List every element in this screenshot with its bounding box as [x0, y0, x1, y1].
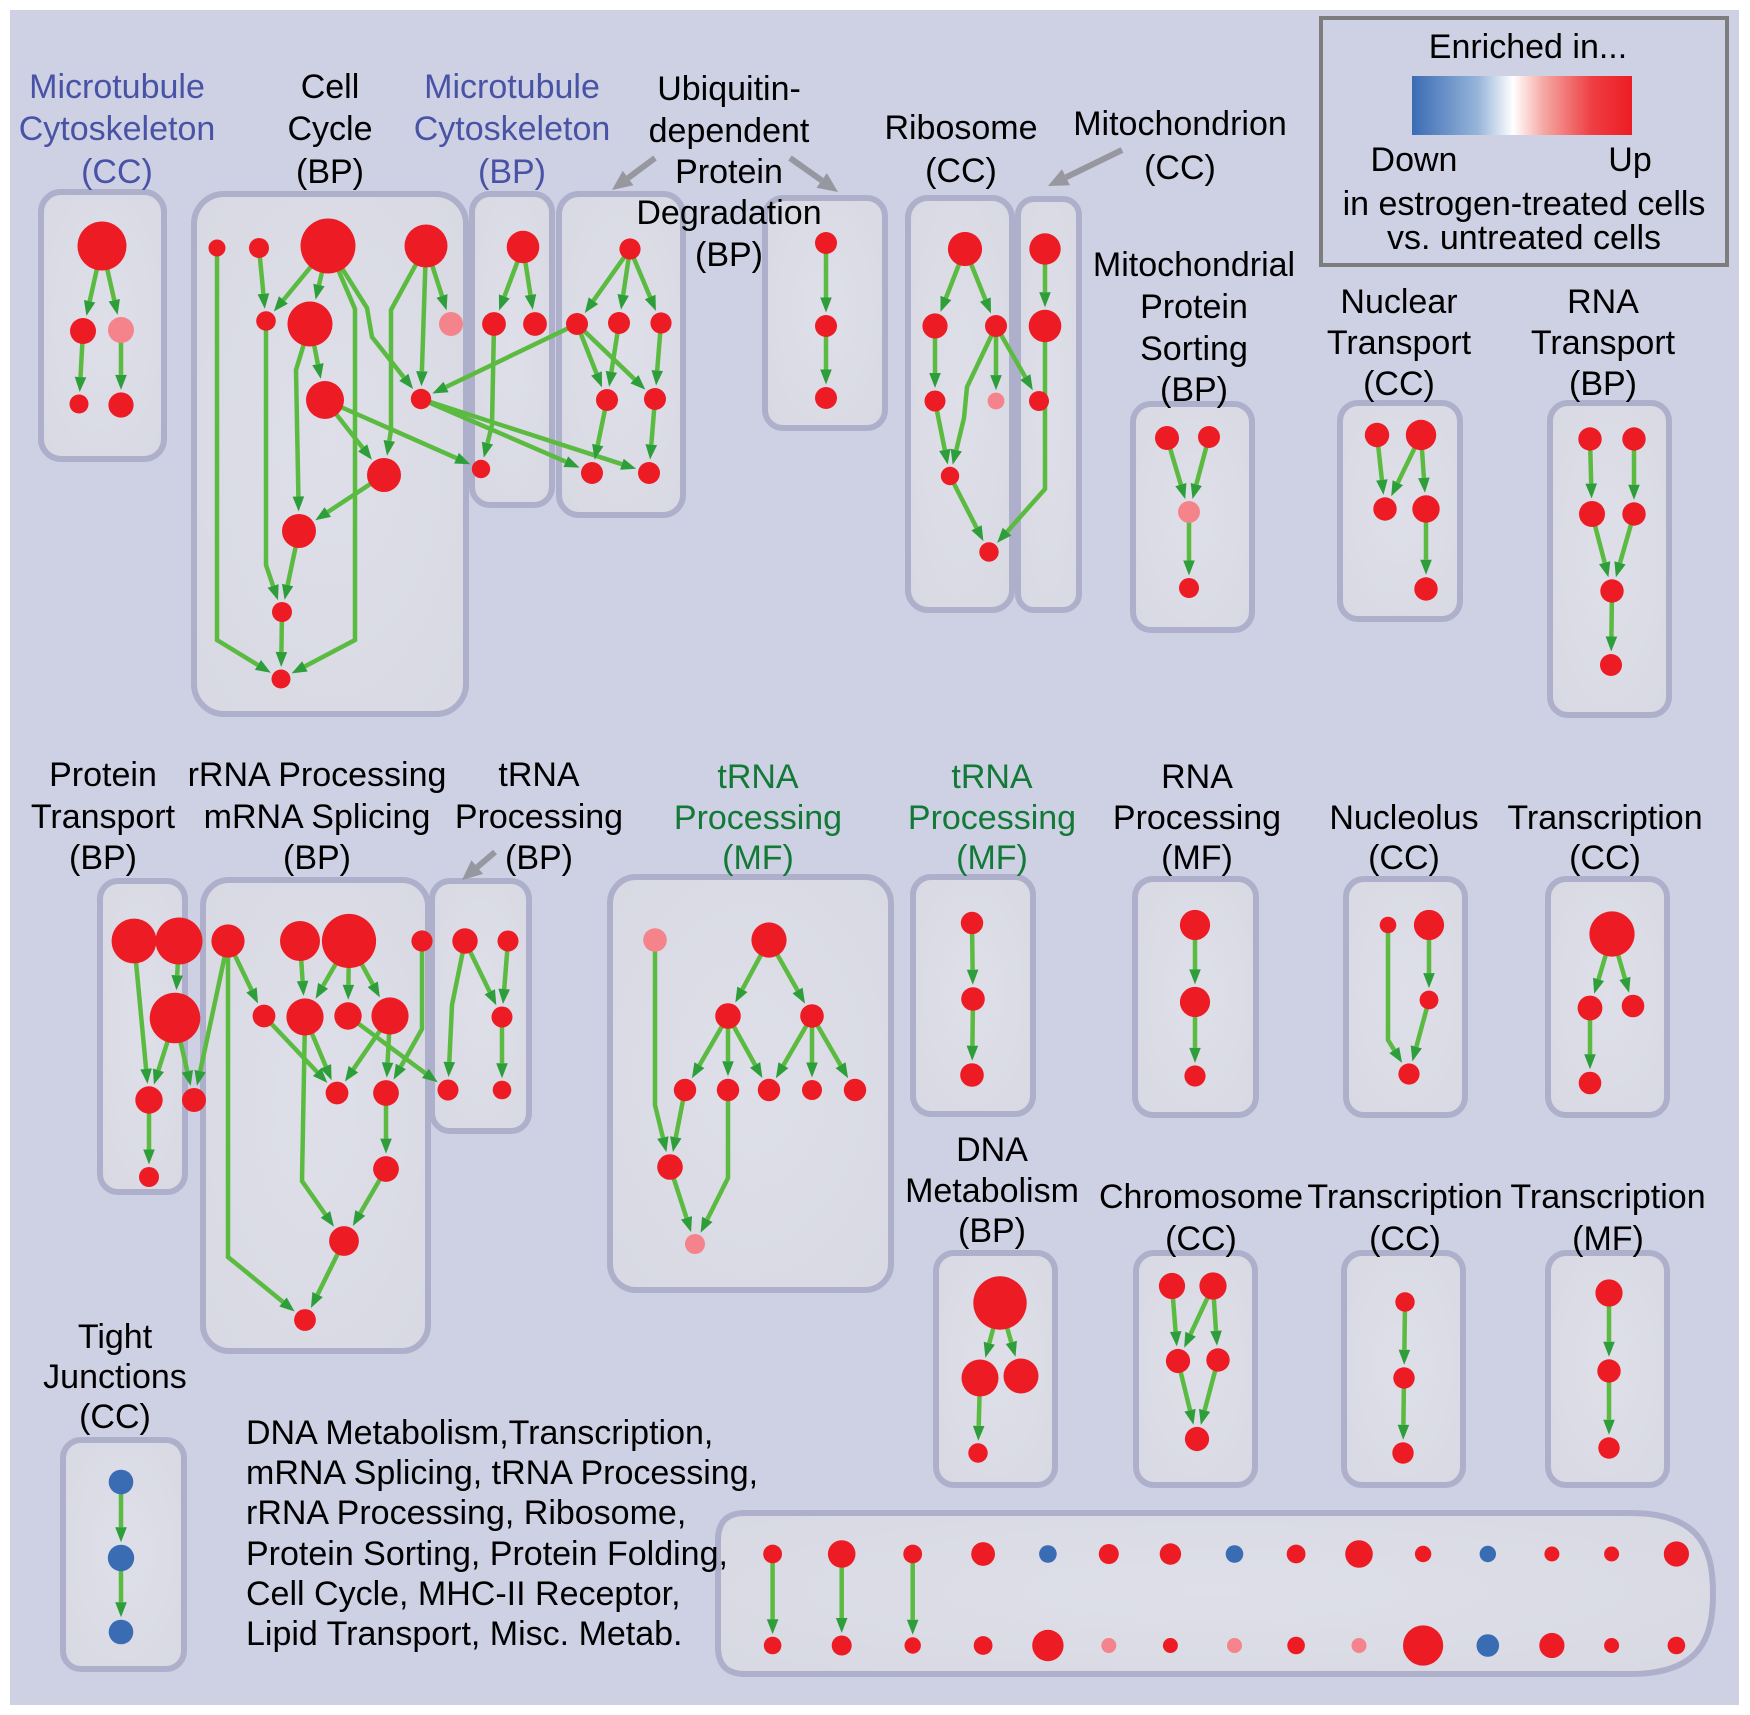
svg-text:Processing: Processing	[1113, 799, 1281, 837]
svg-text:Transport: Transport	[1327, 324, 1472, 362]
svg-text:Transport: Transport	[1531, 324, 1676, 362]
svg-text:(CC): (CC)	[81, 153, 153, 191]
svg-text:Enriched in...: Enriched in...	[1429, 28, 1627, 66]
svg-text:DNA Metabolism,Transcription,: DNA Metabolism,Transcription,	[246, 1414, 713, 1452]
svg-text:(CC): (CC)	[925, 152, 997, 190]
svg-text:Transcription: Transcription	[1507, 799, 1702, 837]
svg-text:dependent: dependent	[649, 112, 810, 150]
svg-text:Mitochondrion: Mitochondrion	[1073, 105, 1287, 143]
svg-text:Cell: Cell	[301, 68, 360, 106]
svg-text:(CC): (CC)	[1165, 1220, 1237, 1258]
svg-text:Degradation: Degradation	[636, 194, 821, 232]
svg-text:Cycle: Cycle	[287, 110, 372, 148]
svg-text:Chromosome: Chromosome	[1099, 1178, 1303, 1216]
svg-text:(BP): (BP)	[69, 839, 137, 877]
svg-text:Microtubule: Microtubule	[29, 68, 205, 106]
svg-text:Metabolism: Metabolism	[905, 1172, 1079, 1210]
svg-text:vs. untreated cells: vs. untreated cells	[1387, 219, 1661, 257]
svg-text:(BP): (BP)	[296, 153, 364, 191]
svg-text:mRNA Splicing, tRNA Processing: mRNA Splicing, tRNA Processing,	[246, 1454, 758, 1492]
svg-text:Microtubule: Microtubule	[424, 68, 600, 106]
svg-text:Transcription: Transcription	[1307, 1178, 1502, 1216]
svg-text:(MF): (MF)	[722, 839, 794, 877]
svg-text:(MF): (MF)	[1572, 1220, 1644, 1258]
svg-text:tRNA: tRNA	[498, 756, 580, 794]
svg-text:Processing: Processing	[908, 799, 1076, 837]
svg-text:Ubiquitin-: Ubiquitin-	[657, 70, 801, 108]
svg-text:rRNA Processing: rRNA Processing	[188, 756, 447, 794]
svg-text:(BP): (BP)	[478, 153, 546, 191]
svg-text:DNA: DNA	[956, 1131, 1028, 1169]
svg-text:Up: Up	[1608, 141, 1651, 179]
svg-text:(BP): (BP)	[1160, 371, 1228, 409]
svg-text:Lipid Transport, Misc. Metab.: Lipid Transport, Misc. Metab.	[246, 1615, 683, 1653]
svg-text:Processing: Processing	[674, 799, 842, 837]
svg-text:(CC): (CC)	[1369, 1220, 1441, 1258]
svg-text:RNA: RNA	[1567, 283, 1639, 321]
svg-text:(BP): (BP)	[695, 236, 763, 274]
svg-text:Transcription: Transcription	[1510, 1178, 1705, 1216]
svg-text:(CC): (CC)	[79, 1398, 151, 1436]
svg-text:(BP): (BP)	[1569, 365, 1637, 403]
svg-text:Mitochondrial: Mitochondrial	[1093, 246, 1295, 284]
svg-text:Ribosome: Ribosome	[884, 109, 1037, 147]
svg-text:(BP): (BP)	[283, 839, 351, 877]
svg-text:Sorting: Sorting	[1140, 330, 1248, 368]
svg-text:Nuclear: Nuclear	[1340, 283, 1457, 321]
svg-text:Down: Down	[1371, 141, 1458, 179]
svg-text:Processing: Processing	[455, 798, 623, 836]
svg-text:(BP): (BP)	[505, 839, 573, 877]
svg-text:Protein: Protein	[49, 756, 157, 794]
svg-text:Cell Cycle, MHC-II Receptor,: Cell Cycle, MHC-II Receptor,	[246, 1575, 681, 1613]
svg-text:Nucleolus: Nucleolus	[1329, 799, 1478, 837]
svg-text:(MF): (MF)	[1161, 839, 1233, 877]
svg-text:(CC): (CC)	[1144, 149, 1216, 187]
svg-text:Protein: Protein	[1140, 288, 1248, 326]
svg-text:tRNA: tRNA	[951, 758, 1033, 796]
svg-text:Cytoskeleton: Cytoskeleton	[414, 110, 611, 148]
svg-text:Protein Sorting, Protein Foldi: Protein Sorting, Protein Folding,	[246, 1535, 728, 1573]
svg-text:Cytoskeleton: Cytoskeleton	[19, 110, 216, 148]
svg-text:tRNA: tRNA	[717, 758, 799, 796]
svg-text:mRNA Splicing: mRNA Splicing	[204, 798, 431, 836]
svg-text:Protein: Protein	[675, 153, 783, 191]
svg-text:(CC): (CC)	[1368, 839, 1440, 877]
svg-text:Tight: Tight	[78, 1318, 153, 1356]
svg-text:rRNA Processing, Ribosome,: rRNA Processing, Ribosome,	[246, 1494, 686, 1532]
svg-text:in estrogen-treated cells: in estrogen-treated cells	[1343, 185, 1706, 223]
svg-text:Junctions: Junctions	[43, 1358, 187, 1396]
svg-text:(CC): (CC)	[1363, 365, 1435, 403]
svg-text:(MF): (MF)	[956, 839, 1028, 877]
svg-text:(BP): (BP)	[958, 1212, 1026, 1250]
svg-text:(CC): (CC)	[1569, 839, 1641, 877]
svg-text:RNA: RNA	[1161, 758, 1233, 796]
svg-text:Transport: Transport	[31, 798, 176, 836]
